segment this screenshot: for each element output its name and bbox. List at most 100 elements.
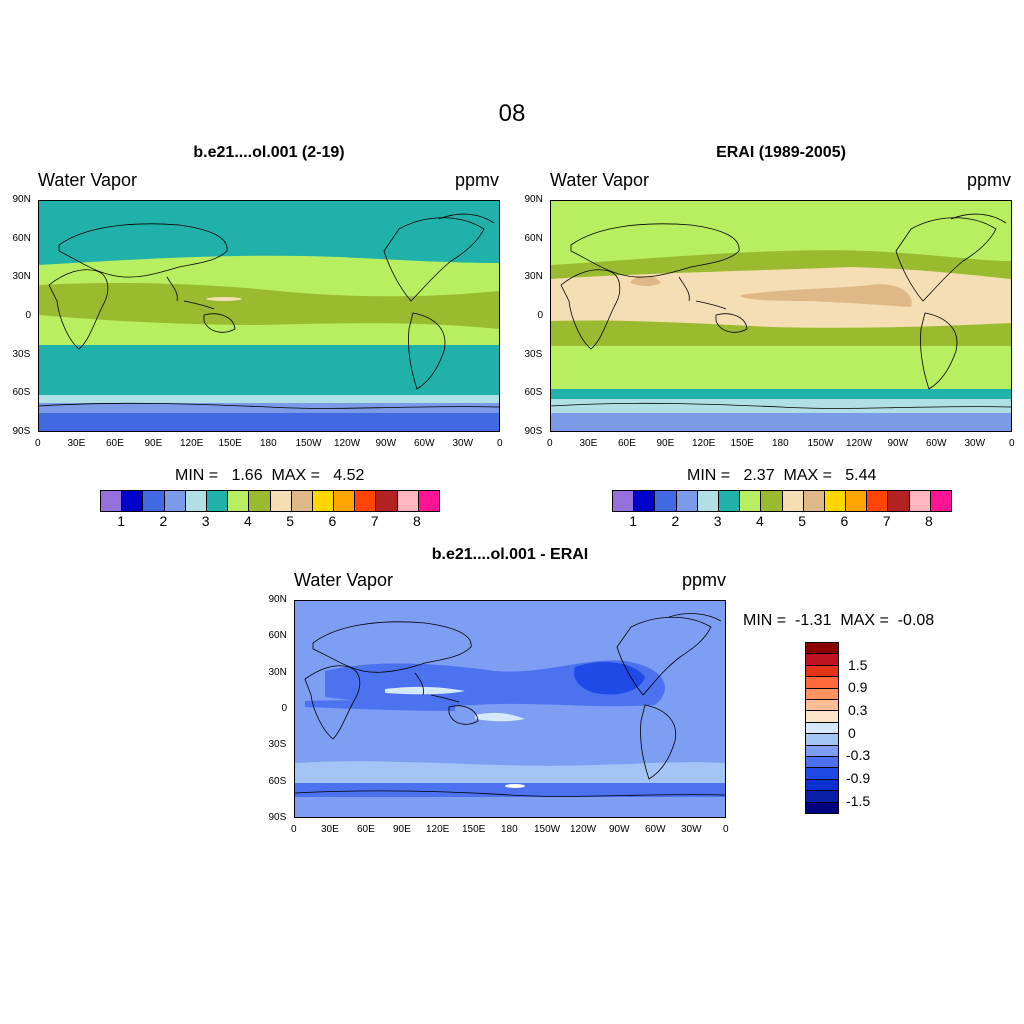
colorbar-swatch [228,491,250,511]
colorbar-label: 2 [159,513,168,529]
lon-tick-label: 30E [321,824,339,835]
colorbar-swatch [782,491,804,511]
lon-tick-label: 0 [547,438,553,449]
colorbar-label: 4 [243,513,252,529]
colorbar-label: 7 [370,513,379,529]
colorbar-label: 1 [117,513,126,529]
colorbar-swatch [270,491,292,511]
obs-colorbar-labels: 1 2 3 4 5 6 7 8 [612,513,950,531]
colorbar-swatch [806,791,838,803]
lon-tick-label: 120W [334,438,361,449]
colorbar-swatch [376,491,398,511]
colorbar-swatch [164,491,186,511]
colorbar-swatch [334,491,356,511]
diff-map-field [295,601,725,817]
colorbar-label: 6 [840,513,849,529]
colorbar-swatch [206,491,229,511]
colorbar-swatch [806,745,838,758]
lon-tick-label: 30E [579,438,598,449]
lat-tick-label: 90S [268,812,287,823]
diff-colorbar [805,642,839,814]
colorbar-label: -0.3 [846,747,871,764]
colorbar-swatch [355,491,377,511]
model-map [38,200,500,432]
lat-tick-label: 90N [268,594,287,605]
diff-units-label: ppmv [682,570,727,590]
lat-tick-label: 60S [268,775,287,787]
lat-tick-label: 60N [268,630,287,642]
lat-tick-label: 30N [12,271,31,283]
colorbar-label: 0.9 [848,679,868,696]
colorbar-swatch [806,700,838,712]
colorbar-swatch [846,491,868,511]
lat-tick-label: 0 [281,703,288,714]
model-coastlines [39,213,499,409]
lon-tick-label: 0 [291,824,297,835]
colorbar-swatch [806,665,838,678]
colorbar-label: 4 [755,513,764,529]
lon-tick-label: 150E [218,438,242,449]
colorbar-swatch [930,491,951,511]
lon-tick-label: 30W [681,824,702,835]
lon-tick-label: 60W [414,438,435,449]
colorbar-swatch [806,802,838,814]
colorbar-label: 6 [328,513,337,529]
colorbar-swatch [101,491,123,511]
colorbar-label: 0 [848,724,856,741]
lon-tick-label: 90W [609,824,630,835]
lon-tick-label: 150W [534,824,561,835]
colorbar-swatch [888,491,910,511]
colorbar-swatch [122,491,144,511]
lat-tick-label: 90N [524,194,543,205]
colorbar-label: 8 [924,513,933,529]
lat-tick-label: 30N [524,271,543,283]
colorbar-swatch [806,722,838,735]
colorbar-label: 7 [882,513,891,529]
colorbar-swatch [697,491,719,511]
colorbar-swatch [806,768,838,780]
lon-tick-label: 30W [964,438,986,449]
lon-tick-label: 120W [846,438,873,449]
colorbar-swatch [806,688,838,701]
colorbar-swatch [655,491,677,511]
colorbar-swatch [806,734,838,746]
colorbar-swatch [806,757,838,769]
lon-tick-label: 60W [926,438,947,449]
diff-map [294,600,726,818]
lat-tick-label: 30S [268,739,287,751]
obs-variable-label: Water Vapor [550,170,650,190]
lon-tick-label: 0 [723,824,729,835]
diff-panel-title: b.e21....ol.001 - ERAI [431,546,589,563]
diff-minmax: MIN = -1.31 MAX = -0.08 [743,612,935,629]
colorbar-swatch [613,491,635,511]
colorbar-label: 1 [629,513,638,529]
model-panel-title: b.e21....ol.001 (2-19) [193,144,345,161]
colorbar-swatch [143,491,165,511]
lat-tick-label: 60S [524,387,543,399]
lon-tick-label: 60W [645,824,666,835]
lon-tick-label: 0 [1009,438,1015,449]
obs-map-field [551,201,1011,431]
lon-tick-label: 180 [772,438,789,449]
diff-colorbar-labels: 1.5 0.9 0.3 0 -0.3 -0.9 -1.5 [846,642,906,812]
lon-tick-label: 30W [452,438,474,449]
lat-tick-label: 90S [12,426,31,437]
obs-map [550,200,1012,432]
lon-tick-label: 90E [656,438,675,449]
colorbar-label: 1.5 [848,656,868,673]
lon-tick-label: 120E [692,438,716,449]
lon-tick-label: 0 [35,438,41,449]
colorbar-label: 5 [286,513,295,529]
colorbar-swatch [397,491,419,511]
lat-tick-label: 60N [524,232,543,244]
lon-tick-label: 150E [462,824,486,835]
lat-tick-label: 90N [12,194,31,205]
diff-variable-label: Water Vapor [294,570,394,590]
lon-tick-label: 150W [807,438,834,449]
lat-tick-label: 0 [537,310,544,321]
colorbar-swatch [291,491,313,511]
colorbar-label: 3 [201,513,210,529]
colorbar-label: 0.3 [848,702,868,718]
colorbar-swatch [803,491,825,511]
colorbar-swatch [806,779,838,792]
